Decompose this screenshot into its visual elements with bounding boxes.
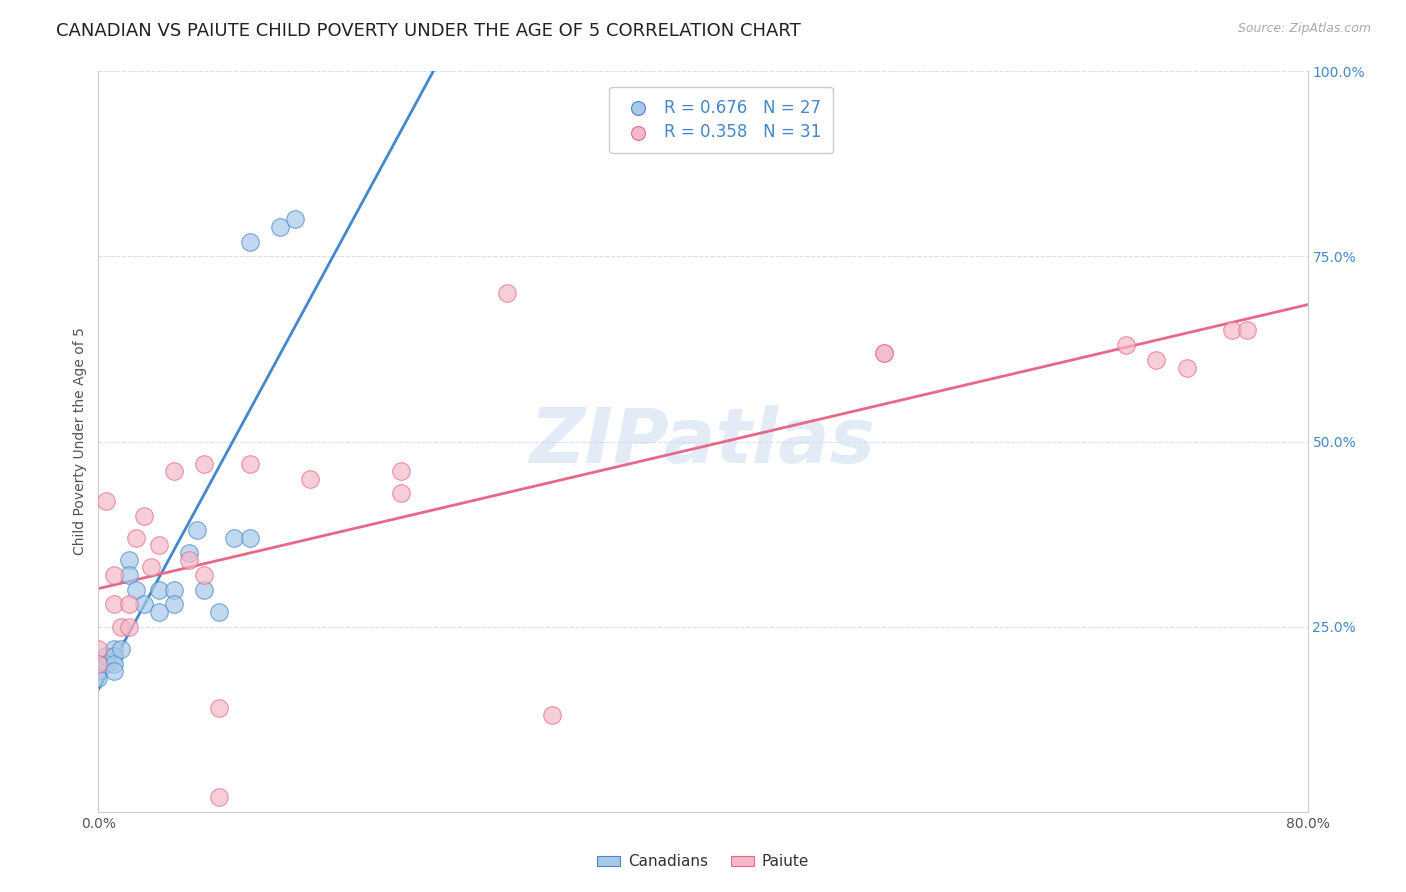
Point [495, 286, 517, 301]
Point [1220, 324, 1243, 338]
Point [208, 789, 231, 804]
Point [118, 598, 141, 612]
Point [118, 567, 141, 582]
Point [389, 486, 412, 500]
Point [141, 560, 163, 574]
Point [1115, 338, 1137, 352]
Legend: Canadians, Paiute: Canadians, Paiute [591, 848, 815, 875]
Point [87, 657, 110, 671]
Point [239, 457, 262, 471]
Point [148, 605, 170, 619]
Point [1175, 360, 1198, 375]
Point [110, 619, 132, 633]
Point [125, 531, 148, 545]
Point [389, 464, 412, 478]
Point [103, 567, 125, 582]
Point [103, 641, 125, 656]
Point [224, 531, 246, 545]
Point [103, 649, 125, 664]
Point [186, 524, 208, 538]
Point [179, 546, 201, 560]
Point [94, 649, 117, 664]
Point [103, 657, 125, 671]
Point [125, 582, 148, 597]
Point [540, 708, 562, 723]
Point [87, 657, 110, 671]
Point [239, 235, 262, 249]
Text: ZIPatlas: ZIPatlas [530, 405, 876, 478]
Point [163, 582, 186, 597]
Point [87, 672, 110, 686]
Point [94, 493, 117, 508]
Point [179, 553, 201, 567]
Point [87, 664, 110, 678]
Y-axis label: Child Poverty Under the Age of 5: Child Poverty Under the Age of 5 [73, 327, 87, 556]
Point [269, 219, 291, 234]
Point [1144, 353, 1167, 368]
Point [148, 538, 170, 552]
Point [193, 567, 215, 582]
Point [1236, 324, 1258, 338]
Point [94, 657, 117, 671]
Point [873, 345, 896, 359]
Point [193, 582, 215, 597]
Point [208, 605, 231, 619]
Point [873, 345, 896, 359]
Point [118, 619, 141, 633]
Text: CANADIAN VS PAIUTE CHILD POVERTY UNDER THE AGE OF 5 CORRELATION CHART: CANADIAN VS PAIUTE CHILD POVERTY UNDER T… [56, 22, 801, 40]
Point [110, 641, 132, 656]
Legend: R = 0.676   N = 27, R = 0.358   N = 31: R = 0.676 N = 27, R = 0.358 N = 31 [609, 87, 834, 153]
Point [193, 457, 215, 471]
Point [284, 212, 307, 227]
Point [239, 531, 262, 545]
Point [148, 582, 170, 597]
Point [132, 508, 155, 523]
Point [163, 464, 186, 478]
Point [163, 598, 186, 612]
Point [299, 471, 322, 485]
Point [87, 641, 110, 656]
Point [132, 598, 155, 612]
Point [208, 701, 231, 715]
Point [103, 598, 125, 612]
Point [103, 664, 125, 678]
Text: Source: ZipAtlas.com: Source: ZipAtlas.com [1237, 22, 1371, 36]
Point [118, 553, 141, 567]
